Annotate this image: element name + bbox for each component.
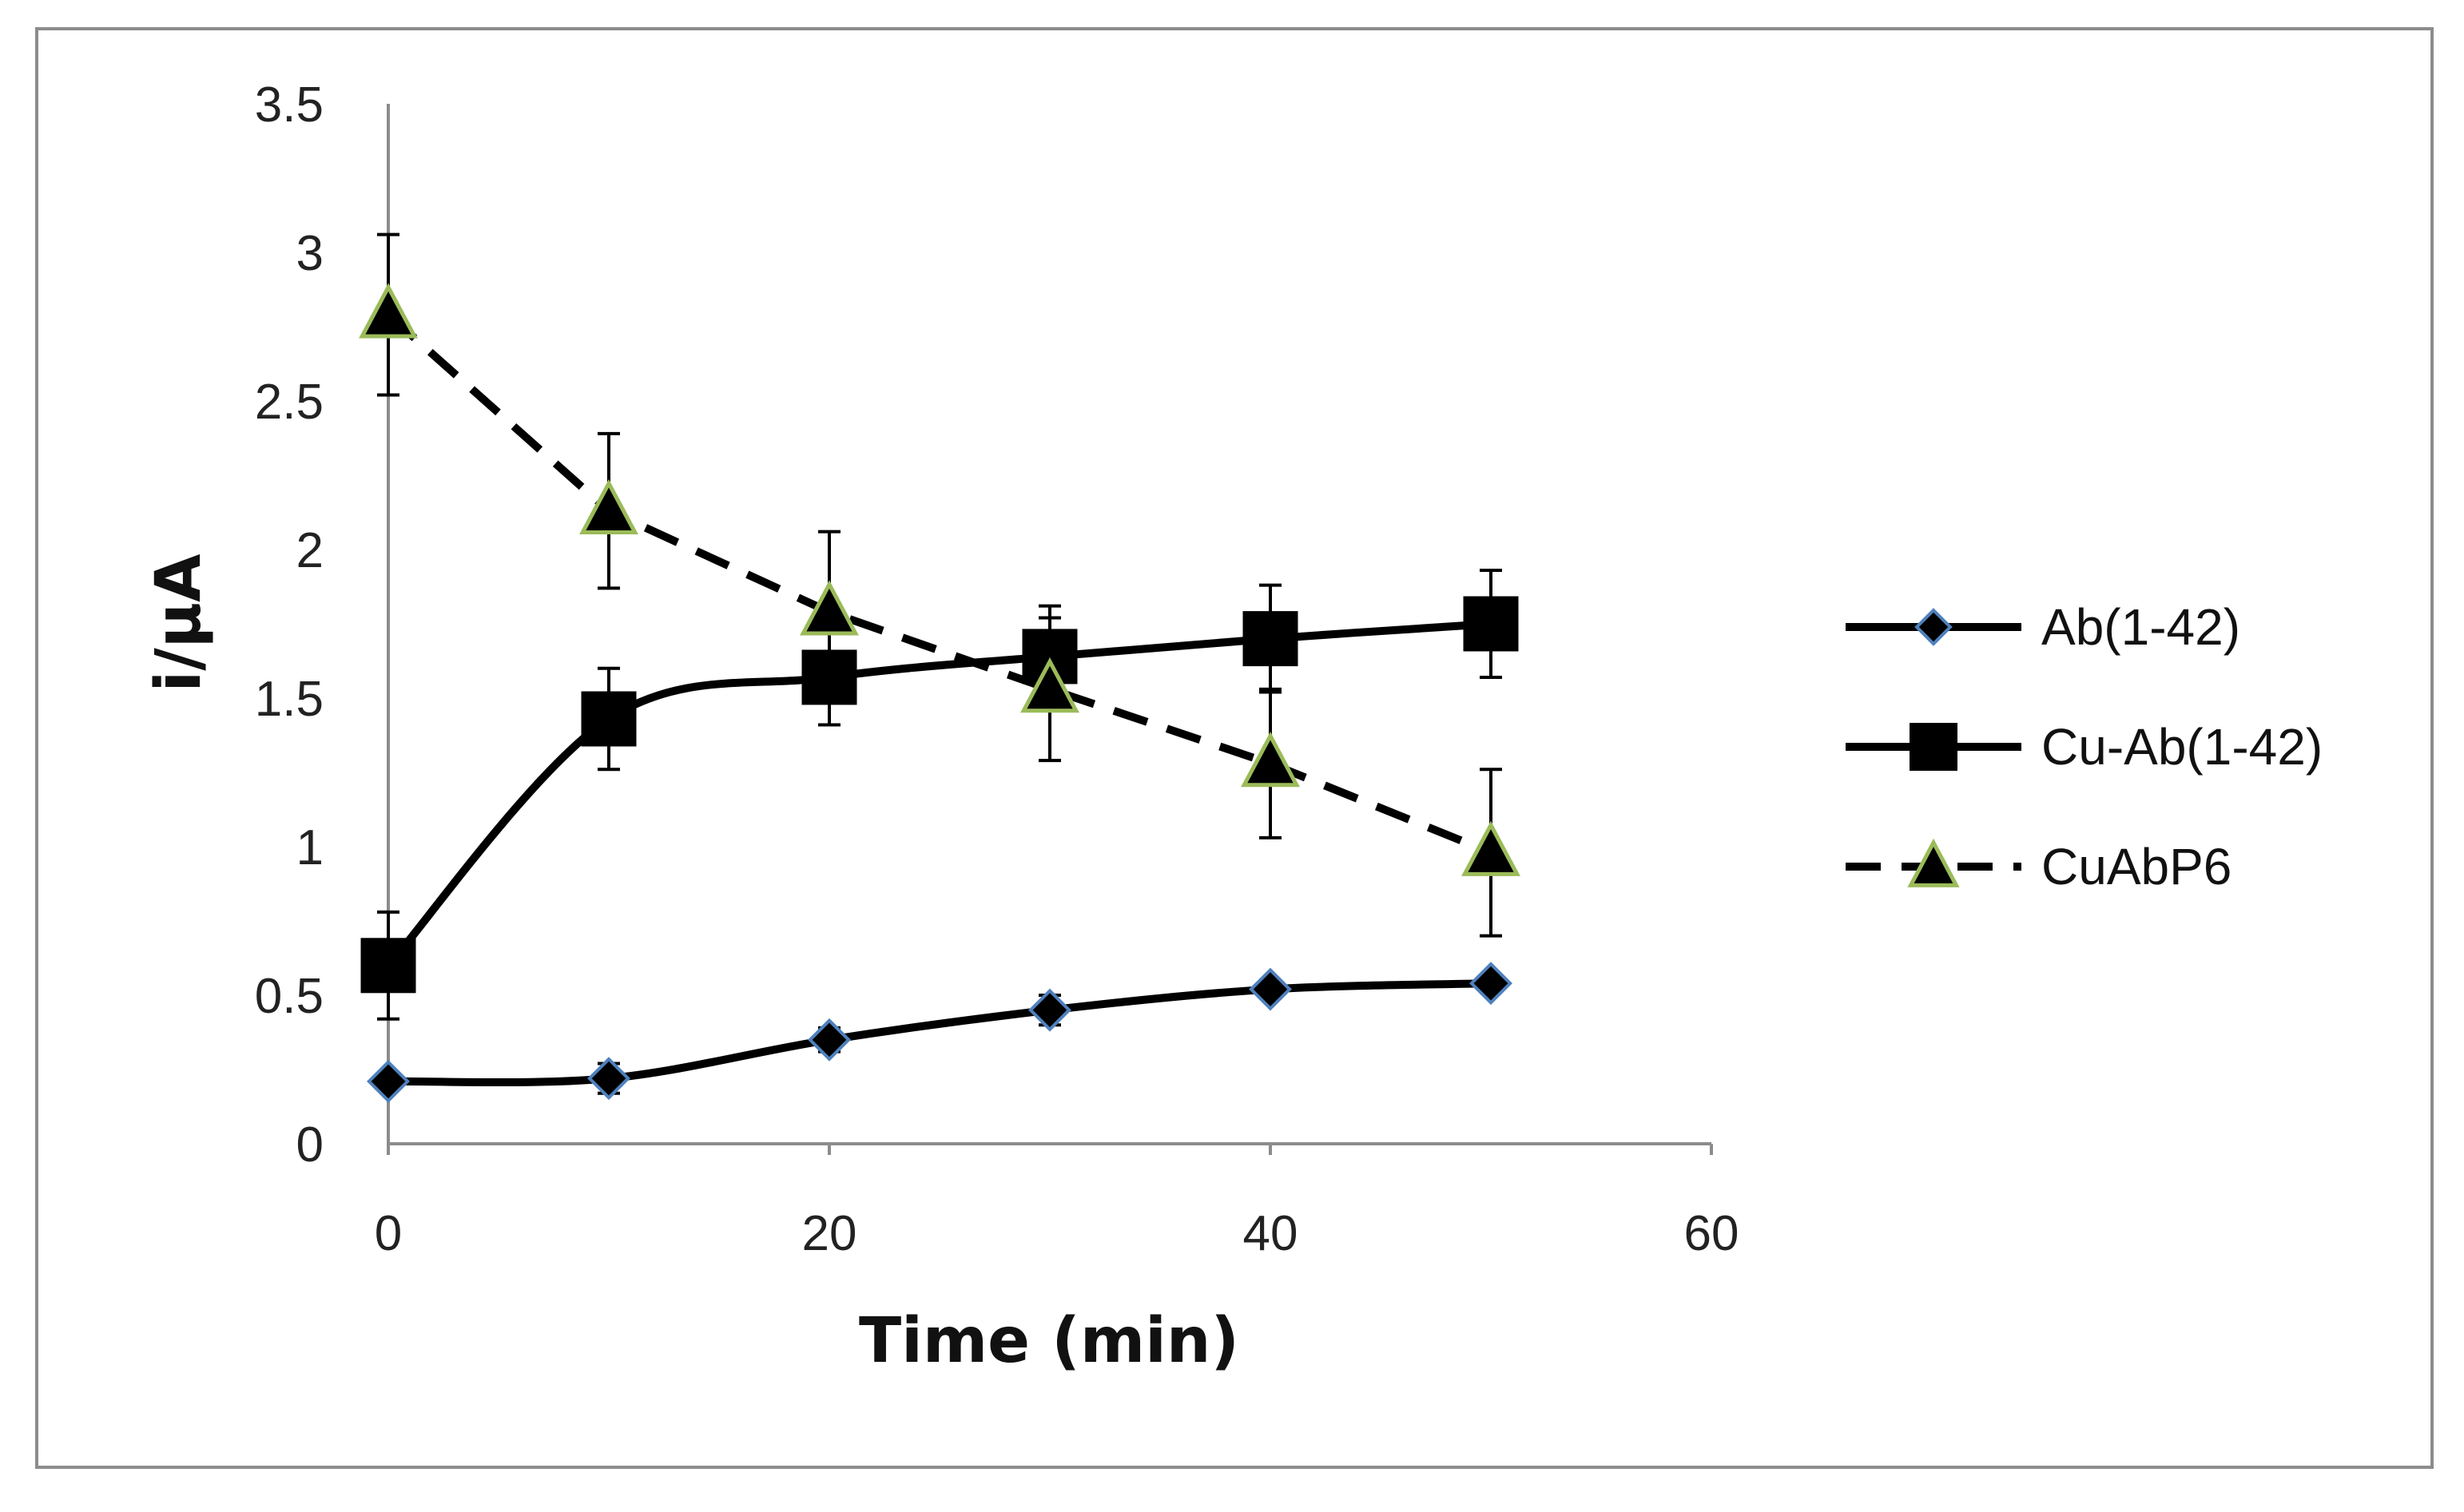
legend-label: CuAbP6 [2041, 838, 2232, 895]
x-tick-label: 0 [375, 1206, 402, 1261]
data-point [800, 580, 859, 636]
series-line [385, 620, 1492, 969]
x-axis-title: Time (min) [859, 1305, 1239, 1377]
data-point [587, 1057, 630, 1101]
legend-marker [1910, 723, 1957, 771]
y-tick-label: 2 [296, 523, 324, 578]
data-point [360, 938, 416, 994]
x-axis-ticks: 0 20 40 60 [375, 1144, 1739, 1261]
x-tick-label: 40 [1243, 1206, 1298, 1261]
y-axis-title: i/μA [143, 554, 215, 693]
data-point [367, 1059, 410, 1103]
y-tick-label: 0.5 [255, 969, 324, 1024]
series-line [385, 312, 1492, 857]
data-point [359, 283, 418, 339]
data-point [1242, 611, 1298, 667]
legend-item: CuAbP6 [1846, 838, 2232, 895]
series-cuabp6 [359, 232, 1520, 938]
data-point [581, 691, 637, 747]
y-tick-label: 0 [296, 1117, 324, 1173]
data-point [808, 1018, 851, 1062]
legend-label: Cu-Ab(1-42) [2041, 718, 2323, 776]
y-tick-label: 3.5 [255, 77, 324, 133]
legend-label: Ab(1-42) [2041, 598, 2240, 656]
plot-series [359, 232, 1520, 1103]
legend-item: Ab(1-42) [1846, 598, 2240, 656]
legend-item: Cu-Ab(1-42) [1846, 718, 2323, 776]
data-point [1028, 988, 1071, 1032]
data-point [1020, 657, 1079, 713]
x-tick-label: 20 [802, 1206, 857, 1261]
data-point [1241, 732, 1300, 788]
data-point [1469, 962, 1512, 1006]
data-point [1463, 596, 1519, 652]
y-tick-label: 2.5 [255, 375, 324, 430]
legend-marker [1914, 608, 1953, 646]
series-ab-1-42- [367, 962, 1512, 1103]
y-tick-label: 3 [296, 226, 324, 281]
y-tick-label: 1.5 [255, 672, 324, 727]
legend: Ab(1-42) Cu-Ab(1-42) CuAbP6 [1846, 598, 2323, 895]
data-point [1461, 820, 1520, 876]
data-point [1249, 967, 1292, 1011]
y-axis-ticks: 0 0.5 1 1.5 2 2.5 3 3.5 [255, 77, 324, 1173]
series-line [387, 979, 1492, 1087]
x-tick-label: 60 [1684, 1206, 1739, 1261]
data-point [579, 478, 638, 535]
y-tick-label: 1 [296, 820, 324, 875]
legend-marker [1907, 838, 1960, 887]
